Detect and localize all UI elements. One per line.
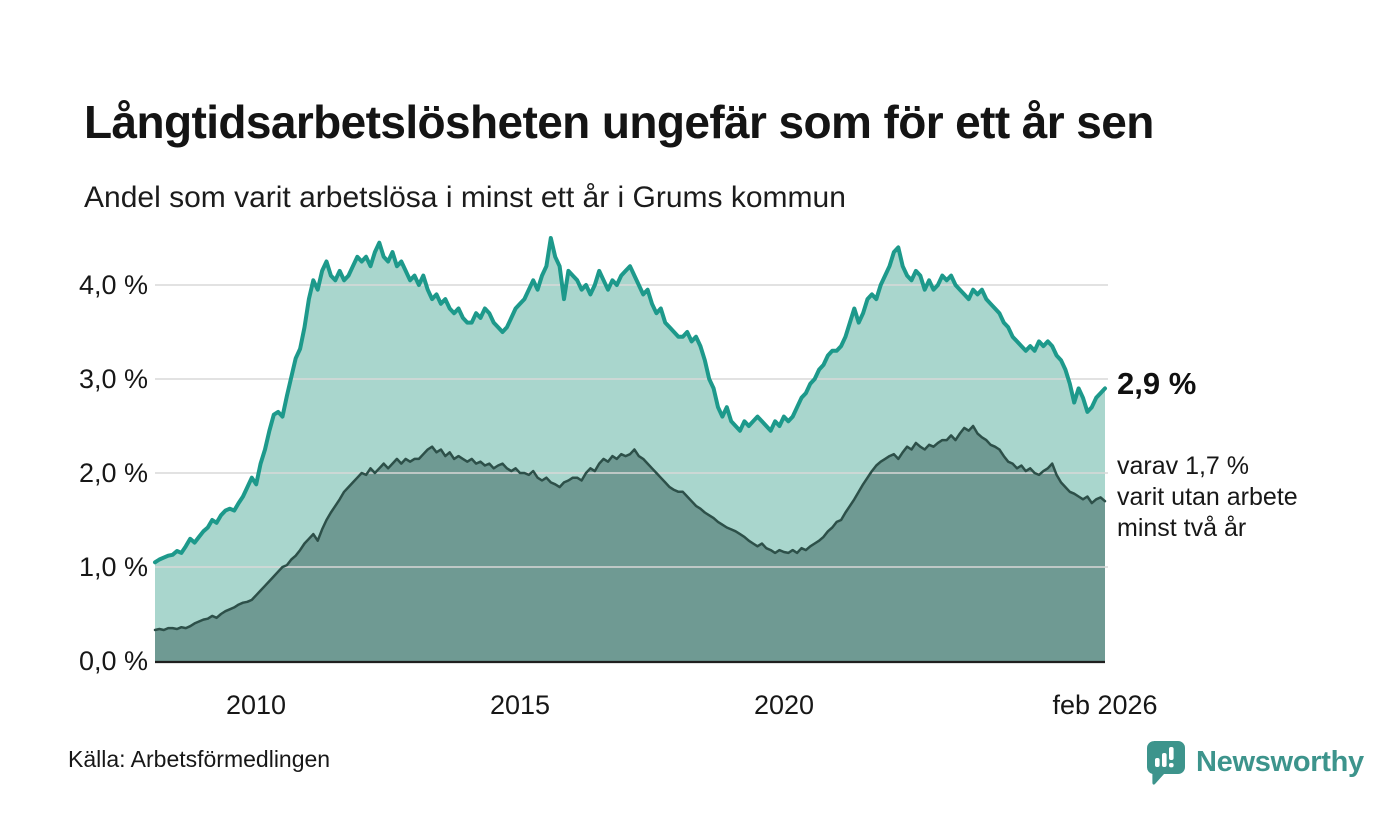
x-axis-tick-label: 2015: [489, 690, 551, 720]
newsworthy-logo-icon: [1146, 741, 1185, 785]
bar-small: [1155, 758, 1160, 767]
brand-logo: Newsworthy: [1146, 740, 1364, 786]
brand-wordmark: Newsworthy: [1196, 746, 1364, 778]
y-axis-tick-label: 2,0 %: [78, 458, 148, 488]
x-axis-tick-label: 2020: [753, 690, 815, 720]
annotation-line: minst två år: [1117, 514, 1247, 542]
series-line-at-least-one-year: [153, 236, 1107, 565]
chart-subtitle: Andel som varit arbetslösa i minst ett å…: [84, 181, 846, 214]
y-axis-tick-label: 4,0 %: [78, 270, 148, 300]
source-note: Källa: Arbetsförmedlingen: [68, 746, 331, 772]
x-axis-tick-label: 2010: [225, 690, 287, 720]
exclamation-bar: [1169, 747, 1174, 760]
annotation-line: varit utan arbete: [1117, 483, 1298, 511]
y-axis-tick-label: 0,0 %: [78, 646, 148, 676]
y-axis-tick-label: 3,0 %: [78, 364, 148, 394]
page-title: Långtidsarbetslösheten ungefär som för e…: [84, 95, 1154, 148]
series-area-at-least-two-years: [155, 426, 1105, 661]
annotation-line: varav 1,7 %: [1117, 452, 1250, 480]
series-line-at-least-two-years: [153, 424, 1107, 632]
series-end-value-label: 2,9 %: [1117, 366, 1197, 401]
bar-medium: [1162, 753, 1167, 767]
series-end-annotation: varav 1,7 % varit utan arbete minst två …: [1117, 451, 1298, 544]
y-axis-tick-label: 1,0 %: [78, 552, 148, 582]
exclamation-dot: [1169, 763, 1174, 768]
x-axis-tick-label: feb 2026: [1052, 690, 1158, 720]
